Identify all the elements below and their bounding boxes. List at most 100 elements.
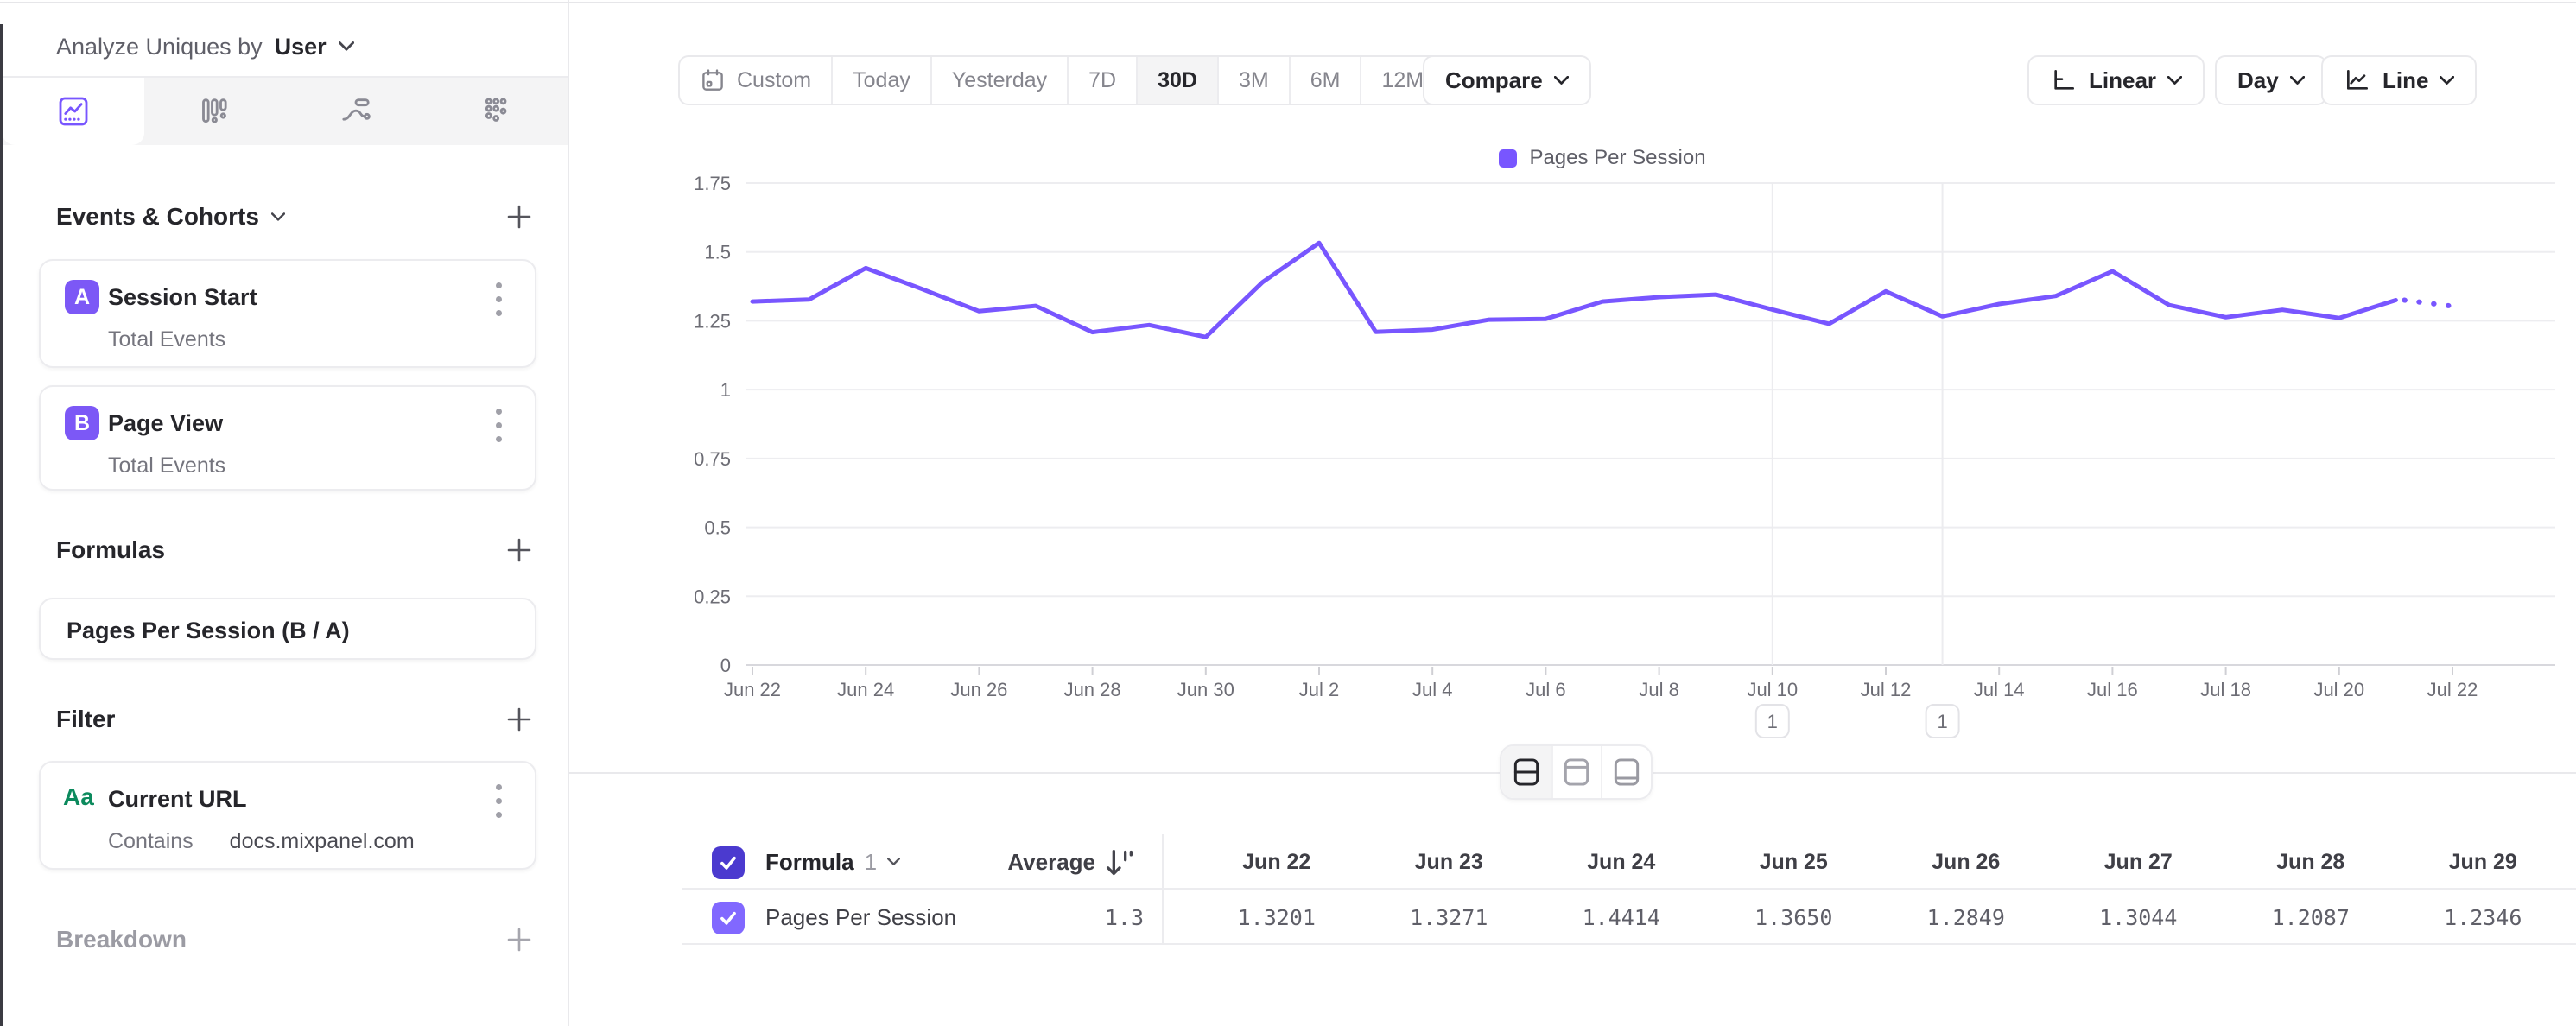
cell-value: 1.3044 — [2099, 904, 2178, 930]
tab-retention[interactable] — [427, 78, 568, 145]
date-column-header[interactable]: Jun 29 — [2448, 849, 2517, 874]
y-axis-tick-label: 0.5 — [704, 517, 731, 539]
analyze-value[interactable]: User — [274, 33, 327, 60]
annotation-badge[interactable] — [1754, 704, 1790, 738]
kebab-menu-icon[interactable] — [483, 280, 514, 318]
compare-button[interactable]: Compare — [1423, 55, 1591, 105]
filter-property-name[interactable]: Current URL — [108, 785, 247, 812]
layout-table-only-button[interactable] — [1601, 746, 1651, 798]
date-column-header[interactable]: Jun 28 — [2276, 849, 2345, 874]
x-axis-tick-label: Jun 28 — [1064, 679, 1121, 700]
event-letter-badge: A — [65, 280, 99, 314]
scale-label: Linear — [2089, 66, 2157, 93]
select-all-checkbox[interactable] — [712, 846, 745, 879]
formula-card[interactable]: Pages Per Session (B / A) — [39, 598, 536, 660]
x-axis-tick-label: Jul 10 — [1747, 679, 1798, 700]
formula-expression[interactable]: Pages Per Session (B / A) — [67, 617, 350, 643]
layout-toggle-group — [1500, 744, 1653, 800]
filter-title: Filter — [56, 706, 116, 732]
x-axis-tick-label: Jun 26 — [950, 679, 1007, 700]
filter-operator[interactable]: Contains — [108, 828, 194, 853]
x-axis-tick-label: Jul 2 — [1299, 679, 1339, 700]
event-letter-badge: B — [65, 406, 99, 440]
add-event-button[interactable] — [502, 200, 536, 234]
range-option-today[interactable]: Today — [831, 57, 930, 104]
range-option-3m[interactable]: 3M — [1216, 57, 1289, 104]
series-line[interactable] — [750, 240, 2398, 339]
range-option-30d[interactable]: 30D — [1136, 57, 1217, 104]
x-axis-tick-label: Jul 16 — [2087, 679, 2138, 700]
row-series-name[interactable]: Pages Per Session — [765, 903, 957, 930]
date-column-header[interactable]: Jun 26 — [1932, 849, 2001, 874]
analyze-uniques-control[interactable]: Analyze Uniques by User — [56, 28, 354, 66]
event-aggregation[interactable]: Total Events — [108, 453, 226, 478]
annotation-badge[interactable] — [1925, 704, 1960, 738]
events-cohorts-title: Events & Cohorts — [56, 203, 259, 230]
kebab-menu-icon[interactable] — [483, 782, 514, 820]
x-axis-tick-label: Jul 22 — [2427, 679, 2478, 700]
filter-value[interactable]: docs.mixpanel.com — [229, 828, 415, 853]
range-option-custom[interactable]: Custom — [680, 57, 831, 104]
range-option-yesterday[interactable]: Yesterday — [930, 57, 1067, 104]
report-type-tabs — [3, 78, 568, 145]
date-column-header[interactable]: Jun 25 — [1759, 849, 1828, 874]
date-column-header[interactable]: Jun 23 — [1414, 849, 1483, 874]
sort-icon[interactable] — [1102, 846, 1137, 879]
x-axis-tick-label: Jul 6 — [1526, 679, 1565, 700]
add-filter-button[interactable] — [502, 702, 536, 737]
event-name[interactable]: Session Start — [108, 283, 257, 310]
calendar-icon — [700, 67, 726, 93]
cell-value: 1.4414 — [1582, 904, 1660, 930]
top-divider — [0, 2, 2576, 3]
events-cohorts-header[interactable]: Events & Cohorts — [56, 198, 536, 236]
y-axis-tick-label: 1.25 — [694, 310, 731, 332]
tab-insights[interactable] — [3, 78, 144, 145]
date-column-header[interactable]: Jun 22 — [1242, 849, 1311, 874]
query-builder-sidebar: Analyze Uniques by User — [3, 3, 568, 1026]
add-formula-button[interactable] — [502, 533, 536, 567]
cell-value: 1.2087 — [2271, 904, 2350, 930]
filter-card-current-url[interactable]: Aa Current URL Contains docs.mixpanel.co… — [39, 761, 536, 870]
layout-chart-only-button[interactable] — [1551, 746, 1602, 798]
cell-value: 1.3650 — [1754, 904, 1833, 930]
tab-funnels[interactable] — [144, 78, 286, 145]
annotation-badge-label: 1 — [1767, 711, 1778, 732]
x-axis-tick-label: Jul 8 — [1639, 679, 1678, 700]
filter-header: Filter — [56, 700, 536, 738]
annotation-badge-label: 1 — [1937, 711, 1947, 732]
table-column-divider — [1162, 834, 1164, 945]
event-card-session-start[interactable]: A Session Start Total Events — [39, 259, 536, 368]
table-formula-header[interactable]: Formula 1 — [765, 845, 901, 879]
event-aggregation[interactable]: Total Events — [108, 326, 226, 352]
average-column-header[interactable]: Average — [1007, 848, 1095, 875]
breakdown-header: Breakdown — [56, 921, 536, 959]
legend-swatch — [1499, 149, 1518, 168]
layout-split-button[interactable] — [1501, 746, 1551, 798]
interval-selector-button[interactable]: Day — [2215, 55, 2327, 105]
y-axis-tick-label: 0.75 — [694, 448, 731, 470]
add-breakdown-button[interactable] — [502, 922, 536, 957]
range-option-6m[interactable]: 6M — [1288, 57, 1361, 104]
range-option-label: 30D — [1158, 67, 1197, 92]
sidebar-divider — [568, 0, 569, 1026]
x-axis-tick-label: Jul 4 — [1412, 679, 1452, 700]
tab-flows[interactable] — [285, 78, 427, 145]
range-option-12m[interactable]: 12M — [1360, 57, 1443, 104]
y-axis-tick-label: 1.75 — [694, 173, 731, 194]
table-row-divider — [682, 943, 2576, 945]
date-column-header[interactable]: Jun 24 — [1587, 849, 1656, 874]
date-column-header[interactable]: Jun 27 — [2103, 849, 2173, 874]
formula-header-index: 1 — [864, 848, 878, 875]
event-card-page-view[interactable]: B Page View Total Events — [39, 385, 536, 491]
legend-series-name: Pages Per Session — [1529, 146, 1706, 169]
row-checkbox[interactable] — [712, 902, 745, 934]
range-option-7d[interactable]: 7D — [1067, 57, 1136, 104]
chart-legend[interactable]: Pages Per Session — [752, 145, 2452, 171]
event-name[interactable]: Page View — [108, 409, 224, 436]
kebab-menu-icon[interactable] — [483, 406, 514, 444]
row-average-value: 1.3 — [1104, 904, 1144, 930]
scale-selector-button[interactable]: Linear — [2027, 55, 2205, 105]
chart-type-selector-button[interactable]: Line — [2321, 55, 2478, 105]
range-option-label: 12M — [1381, 67, 1424, 92]
